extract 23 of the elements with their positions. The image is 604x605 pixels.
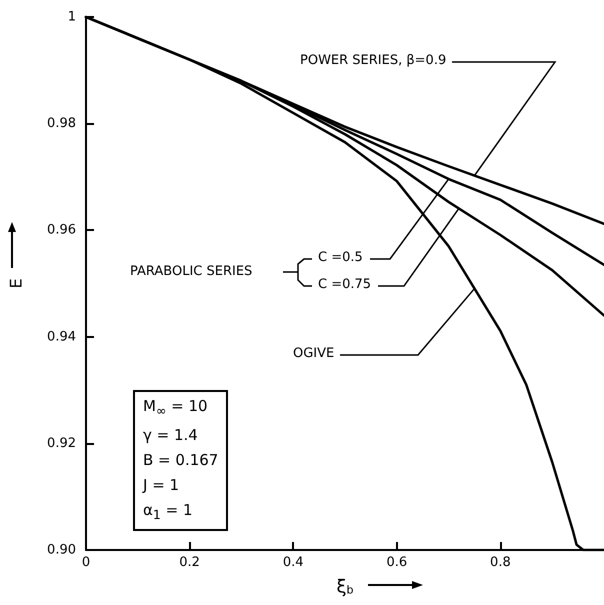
annotation: C =0.75: [318, 277, 372, 292]
annotation: PARABOLIC SERIES: [130, 264, 252, 279]
y-tick-label: 0.90: [47, 542, 76, 558]
x-tick-label: 0.6: [386, 555, 408, 570]
y-tick-label: 0.92: [47, 436, 76, 451]
x-axis-title: ξb: [336, 576, 354, 598]
x-tick-label: 0: [82, 555, 90, 570]
annotation: γ = 1.4: [143, 425, 199, 446]
annotation: α$_{1}$ = 1: [143, 500, 194, 524]
y-tick-label: 0.96: [47, 222, 76, 238]
annotation: C =0.5: [318, 250, 363, 265]
annotation: M$_{∞}$ = 10: [143, 396, 209, 420]
x-tick-label: 0.2: [179, 555, 200, 570]
x-tick-label: 0.4: [282, 555, 304, 570]
y-axis-title: E: [6, 278, 26, 289]
y-tick-label: 0.94: [47, 329, 76, 344]
annotation: POWER SERIES, β=0.9: [300, 53, 446, 68]
y-tick-label: 1: [68, 10, 76, 24]
annotation: B = 0.167: [143, 450, 218, 471]
annotation: J = 1: [143, 475, 180, 496]
x-tick-label: 0.8: [490, 555, 511, 570]
annotation: OGIVE: [293, 346, 334, 361]
y-tick-label: 0.98: [47, 116, 76, 132]
